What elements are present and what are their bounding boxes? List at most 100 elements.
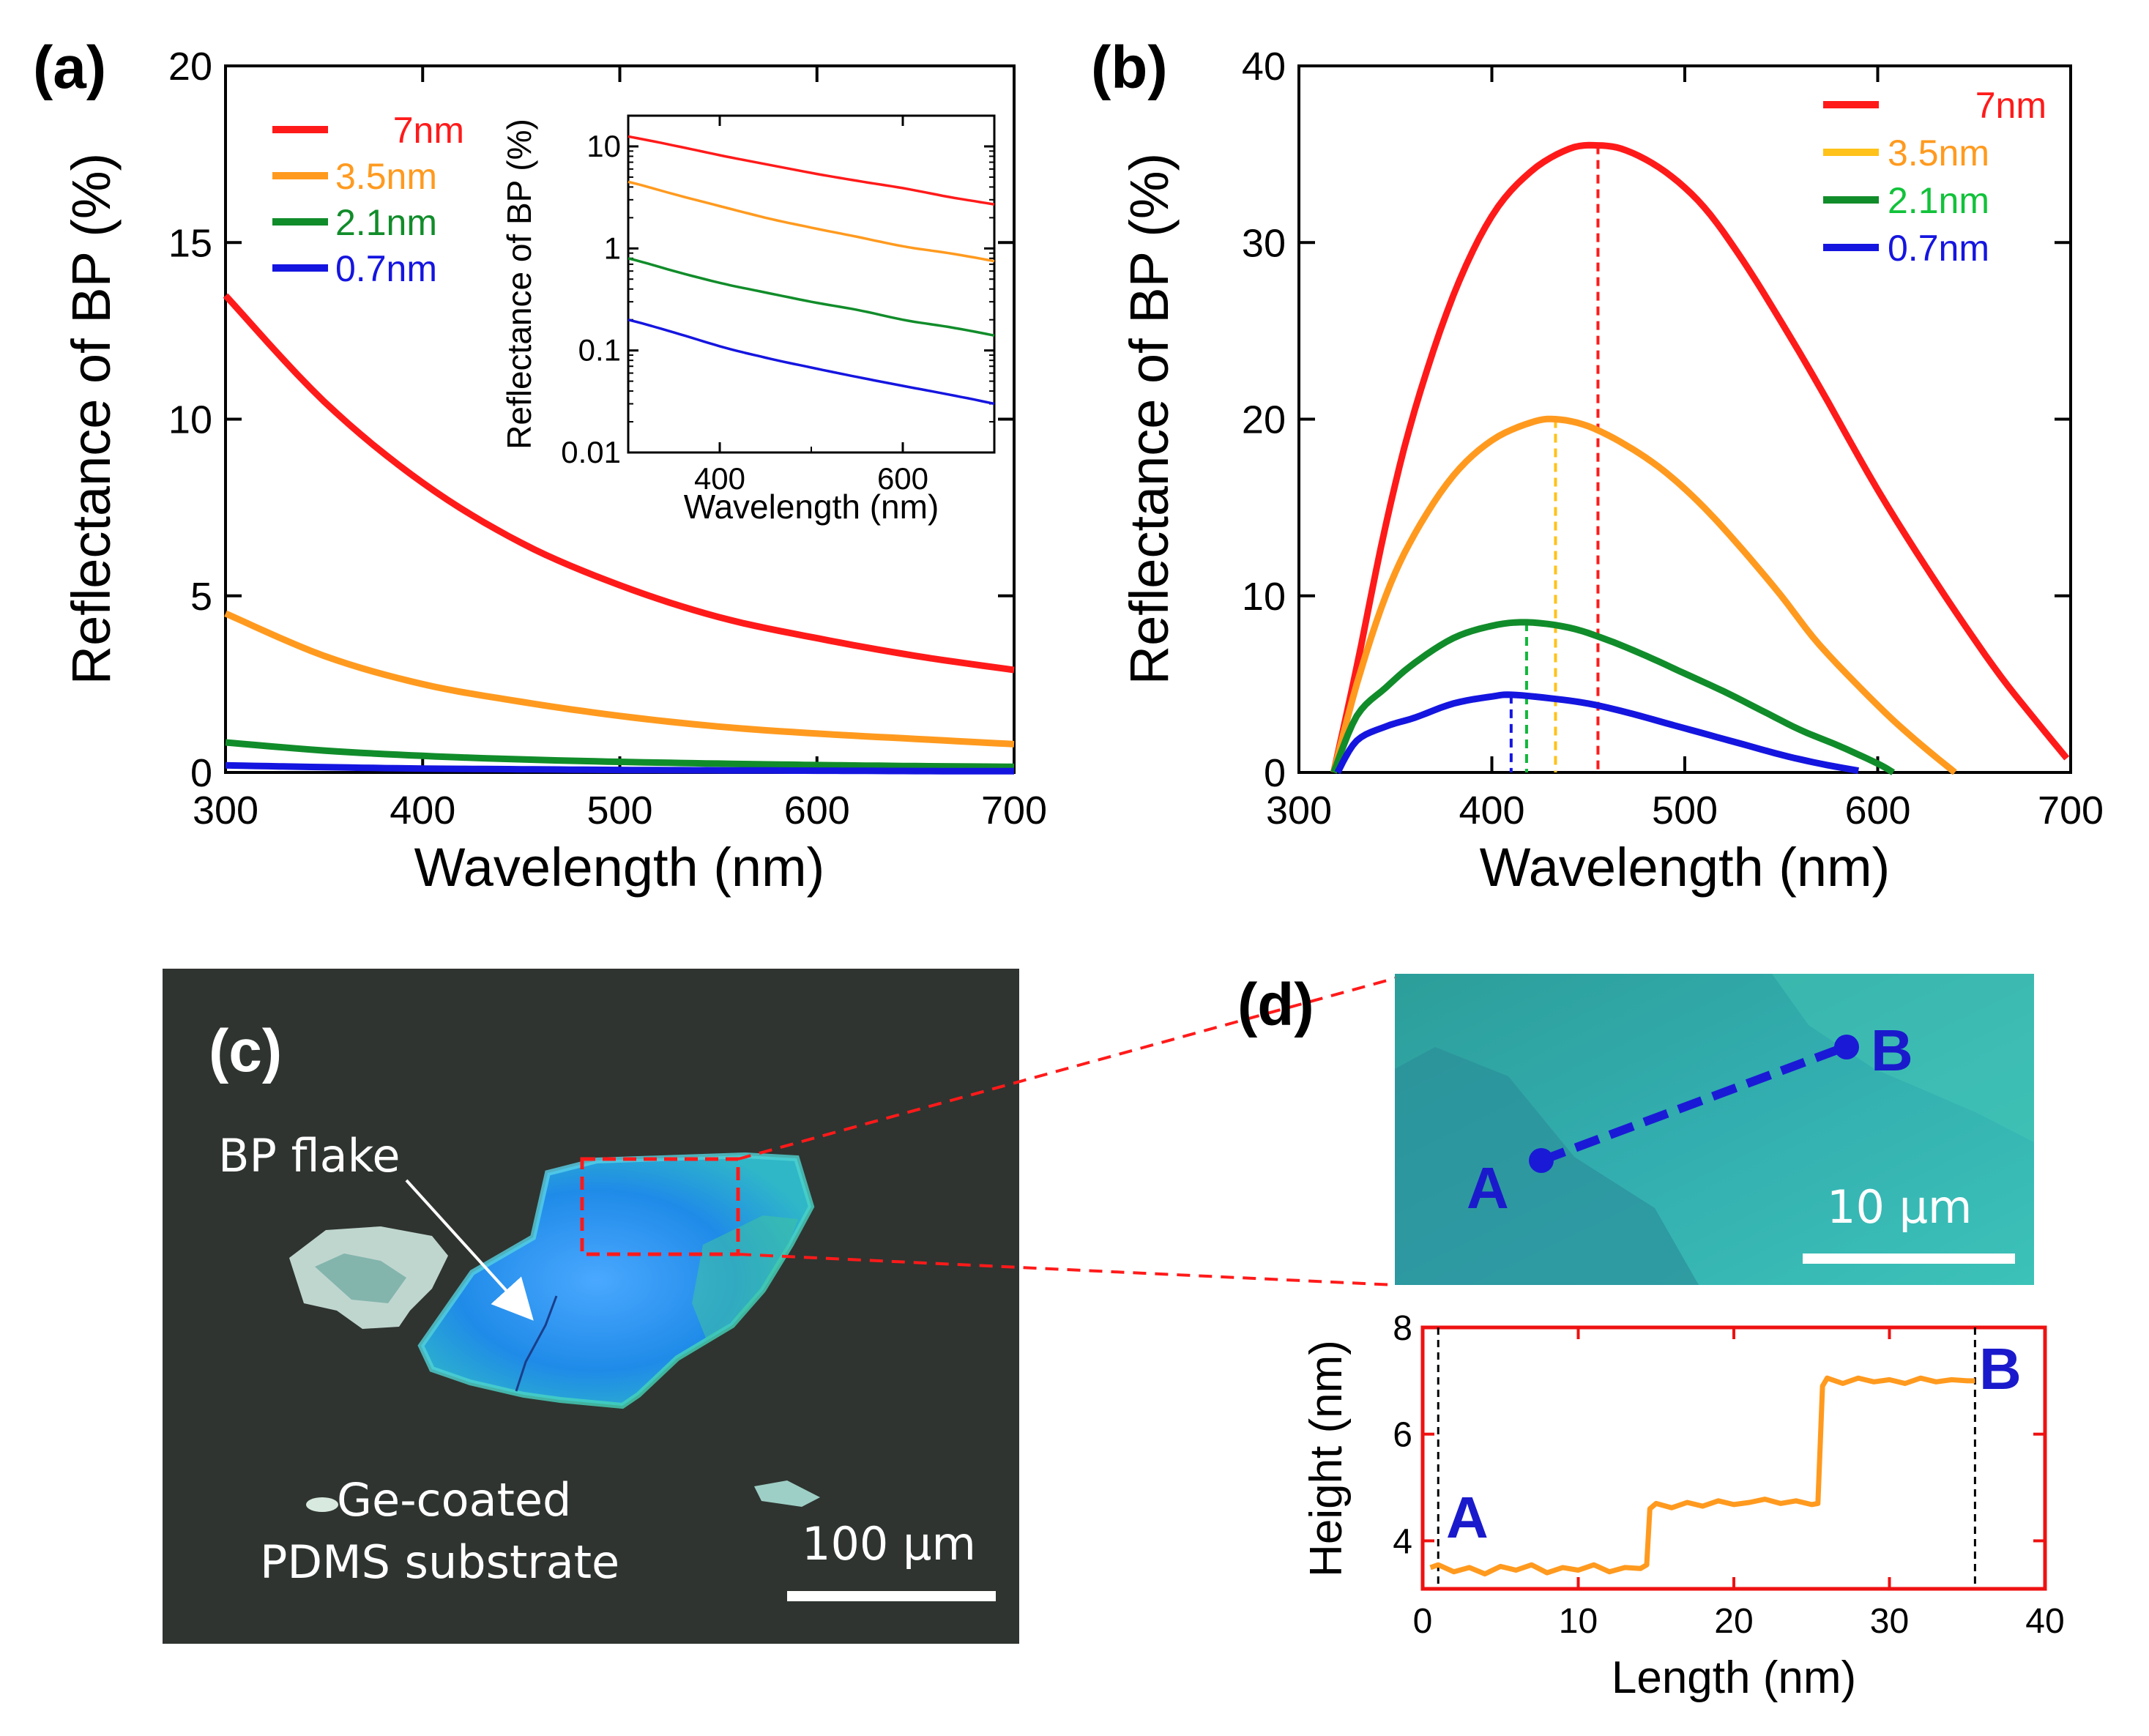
inset-ytick-label: 0.1: [578, 333, 621, 368]
legend-b-label-3.5nm: 3.5nm: [1888, 133, 1989, 174]
d-xtick-label: 30: [1870, 1602, 1909, 1641]
a-xtick-label: 400: [390, 789, 455, 832]
d-xtick-label: 0: [1413, 1602, 1433, 1641]
inset-ylabel: Reflectance of BP (%): [500, 119, 538, 450]
legend-label-2.1nm: 2.1nm: [335, 202, 437, 243]
b-xtick-label: 300: [1266, 789, 1332, 832]
a-ytick-label: 5: [190, 575, 212, 619]
b-ytick-label: 20: [1242, 398, 1286, 442]
a-ytick-label: 0: [190, 751, 212, 795]
a-xtick-label: 500: [586, 789, 652, 832]
b-xtick-label: 600: [1844, 789, 1910, 832]
bp-flake-crack: [515, 1295, 558, 1392]
b-xtick-label: 700: [2038, 789, 2104, 832]
panel-b-ylabel: Reflectance of BP (%): [1119, 153, 1180, 685]
bp-flake: [421, 1155, 811, 1406]
profile-curve: [1429, 1375, 1975, 1577]
d-series-profile: [1429, 1375, 1975, 1577]
b-ytick-label: 0: [1264, 751, 1286, 795]
inset-xtick-label: 400: [694, 461, 745, 496]
panel-d-label: (d): [1237, 972, 1314, 1038]
point-a-marker: [1529, 1148, 1554, 1173]
panel-a-ylabel: Reflectance of BP (%): [61, 153, 122, 685]
inset-xtick-label: 600: [877, 461, 928, 496]
bp-flake-edge: [417, 1152, 815, 1409]
inset-series-0.7nm: [627, 318, 995, 406]
b-xtick-label: 500: [1652, 789, 1718, 832]
profile-frame: [1420, 1325, 2047, 1591]
inset-curves: [627, 135, 995, 406]
profile-line-ab: [1539, 1043, 1847, 1165]
zoom-scale-bar: [1803, 1253, 2015, 1264]
inset-xlabel: Wavelength (nm): [684, 488, 939, 526]
a-series-0.7nm: [225, 761, 1014, 775]
inset-frame: [627, 114, 996, 454]
profile-ylabel: Height (nm): [1301, 1340, 1352, 1577]
a-ytick-label: 10: [168, 398, 212, 442]
b-ytick-label: 10: [1242, 575, 1286, 619]
b-ytick-label: 30: [1242, 221, 1286, 265]
b-ytick-label: 40: [1242, 45, 1286, 89]
speck-1: [306, 1497, 338, 1512]
zoom-thick-region: [1772, 974, 2034, 1142]
b-series-2.1nm: [1330, 619, 1896, 775]
zoom-point-a-label: A: [1467, 1155, 1509, 1221]
b-series-0.7nm: [1334, 691, 1859, 775]
zoom-point-b-label: B: [1871, 1018, 1913, 1083]
small-flake-shade: [315, 1253, 406, 1303]
legend-b-label-7nm: 7nm: [1975, 85, 2046, 126]
inset-ytick-label: 1: [604, 231, 621, 265]
d-xtick-label: 20: [1714, 1602, 1753, 1641]
legend-label-7nm: 7nm: [393, 110, 464, 151]
a-xtick-label: 300: [193, 789, 258, 832]
inset-ytick-label: 0.01: [561, 435, 621, 469]
panel-b-curves: [1330, 141, 2070, 775]
a-ytick-label: 20: [168, 45, 212, 89]
bp-flake-arrow: [405, 1179, 534, 1321]
panel-a: (a) 300 400 500 600 700 0 5 10 15 20 Wavelength (…: [33, 34, 1047, 898]
inset-ticks: 400 600 0.01 0.1 1 10: [561, 115, 995, 496]
inset-series-2.1nm: [627, 257, 995, 338]
bp-flake-label: BP flake: [218, 1129, 401, 1182]
panel-b: (b) 300 400 500 600 700 0 10 20 30 40 Wavelength …: [1091, 34, 2104, 898]
panel-a-legend: 7nm 3.5nm 2.1nm 0.7nm: [272, 110, 464, 289]
a-series-3.5nm: [224, 610, 1015, 748]
a-xtick-label: 700: [981, 789, 1047, 832]
bp-flake-green-region: [692, 1215, 798, 1340]
zoom-connector-top: [737, 974, 1407, 1161]
panel-c: (c) BP flake Ge-coated PDMS substrate 10…: [163, 969, 1019, 1644]
substrate-label-line2: PDMS substrate: [260, 1535, 619, 1589]
speck-2: [754, 1480, 820, 1507]
profile-point-b-label: B: [1979, 1336, 2022, 1401]
panel-b-xlabel: Wavelength (nm): [1480, 837, 1891, 898]
panel-a-xlabel: Wavelength (nm): [414, 837, 825, 898]
substrate-label-line1: Ge-coated: [337, 1473, 571, 1527]
b-series-7nm: [1330, 141, 2070, 773]
point-b-marker: [1834, 1035, 1859, 1059]
panel-a-label: (a): [33, 34, 106, 101]
panel-a-ticks: 300 400 500 600 700 0 5 10 15 20: [168, 45, 1047, 832]
zoom-scale-label: 10 μm: [1827, 1180, 1972, 1234]
legend-label-0.7nm: 0.7nm: [335, 248, 437, 289]
panel-b-legend: 7nm 3.5nm 2.1nm 0.7nm: [1823, 85, 2046, 269]
a-series-7nm: [223, 293, 1015, 674]
profile-point-a-label: A: [1446, 1485, 1489, 1550]
b-xtick-label: 400: [1459, 789, 1524, 832]
panel-a-inset: 400 600 0.01 0.1 1 10 Wavelength (nm) Reflect…: [500, 114, 996, 526]
legend-b-label-0.7nm: 0.7nm: [1888, 228, 1989, 269]
profile-xlabel: Length (nm): [1612, 1653, 1856, 1703]
d-ytick-label: 8: [1393, 1309, 1412, 1348]
d-xtick-label: 10: [1559, 1602, 1598, 1641]
inset-ytick-label: 10: [586, 129, 621, 163]
a-series-2.1nm: [225, 739, 1015, 770]
inset-series-7nm: [627, 135, 995, 206]
b-series-3.5nm: [1330, 415, 1957, 775]
d-xtick-label: 40: [2025, 1602, 2064, 1641]
micrograph-scale-bar: [787, 1591, 996, 1601]
profile-ticks: 0 10 20 30 40 4 6 8: [1393, 1309, 2064, 1641]
legend-label-3.5nm: 3.5nm: [335, 156, 437, 197]
d-ytick-label: 4: [1393, 1522, 1412, 1561]
legend-b-label-2.1nm: 2.1nm: [1888, 180, 1989, 221]
panel-c-label: (c): [209, 1018, 282, 1084]
